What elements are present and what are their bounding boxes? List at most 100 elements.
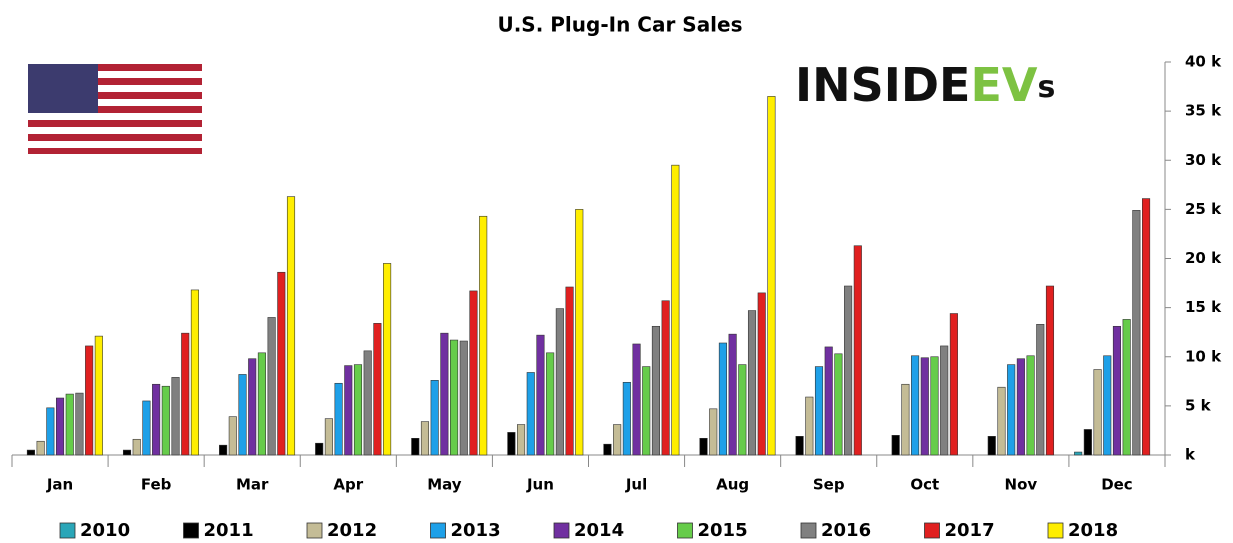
legend-label: 2010: [80, 520, 130, 541]
bar: [911, 355, 920, 456]
bar: [575, 209, 584, 456]
bar: [795, 436, 804, 456]
bar: [718, 342, 727, 456]
bar: [440, 332, 449, 456]
bar: [46, 407, 55, 456]
legend-label: 2011: [204, 520, 254, 541]
bar: [267, 317, 276, 456]
bar: [546, 352, 555, 456]
bar: [344, 365, 353, 456]
bar: [1142, 198, 1151, 456]
bar: [1045, 285, 1055, 456]
bar: [1093, 369, 1102, 456]
bar: [526, 372, 535, 456]
bar: [1007, 364, 1016, 456]
bar: [805, 396, 814, 456]
bar: [642, 366, 651, 456]
legend-label: 2018: [1068, 520, 1118, 541]
bar: [277, 271, 286, 456]
bar: [152, 383, 161, 456]
bar: [661, 300, 670, 456]
bar: [920, 357, 929, 456]
x-tick-label: Oct: [910, 476, 939, 494]
bar: [1036, 324, 1045, 456]
bar: [257, 352, 266, 456]
bar: [632, 343, 641, 456]
bar: [987, 436, 996, 456]
bar: [36, 440, 45, 456]
bar: [1074, 451, 1083, 456]
y-tick-label: 25 k: [1185, 200, 1222, 218]
bar: [536, 334, 545, 456]
bar: [1016, 358, 1025, 456]
legend-label: 2014: [574, 520, 624, 541]
x-tick-label: Jun: [526, 476, 554, 494]
bar: [420, 421, 430, 456]
bar: [613, 424, 622, 456]
bar: [891, 435, 900, 456]
bar: [824, 346, 833, 456]
bar: [171, 377, 180, 456]
bar: [555, 308, 564, 456]
bar: [383, 263, 392, 456]
bar: [248, 358, 257, 456]
bar: [834, 353, 843, 456]
y-tick-label: 10 k: [1185, 347, 1222, 365]
y-tick-label: 40 k: [1185, 53, 1222, 71]
bar: [161, 385, 170, 456]
bar: [651, 325, 660, 456]
bar: [411, 437, 420, 456]
bar: [853, 245, 862, 456]
bar: [238, 374, 247, 456]
bar: [373, 323, 382, 456]
bar: [286, 196, 296, 456]
bar: [1083, 429, 1092, 456]
bar: [315, 442, 324, 456]
legend-swatch: [306, 522, 323, 539]
bar: [517, 424, 526, 456]
legend-label: 2015: [698, 520, 748, 541]
logo: INSIDEEVs: [795, 58, 1055, 112]
bar: [450, 339, 459, 456]
logo-part: EV: [970, 58, 1037, 112]
x-tick-label: May: [427, 476, 462, 494]
y-tick-label: k: [1185, 446, 1196, 464]
bar: [603, 443, 612, 456]
bar: [142, 400, 151, 456]
bar: [709, 408, 718, 456]
bar: [65, 393, 74, 456]
bar: [1132, 210, 1141, 456]
bar: [219, 444, 228, 456]
bar: [430, 380, 439, 456]
legend-swatch: [553, 522, 570, 539]
y-tick-label: 15 k: [1185, 298, 1222, 316]
x-tick-label: Mar: [236, 476, 269, 494]
bar: [949, 313, 958, 456]
x-tick-label: Aug: [716, 476, 749, 494]
x-tick-label: Nov: [1005, 476, 1038, 494]
bar: [479, 215, 488, 456]
bar: [190, 289, 199, 456]
y-tick-label: 30 k: [1185, 151, 1222, 169]
x-tick-label: Jul: [625, 476, 647, 494]
bar: [122, 449, 132, 456]
bar: [334, 382, 343, 456]
x-tick-label: Sep: [813, 476, 845, 494]
bar: [940, 345, 949, 456]
bar: [757, 292, 766, 456]
bar: [85, 345, 94, 456]
x-tick-label: Dec: [1101, 476, 1133, 494]
bar: [55, 397, 65, 456]
bar: [132, 438, 141, 456]
legend-swatch: [59, 522, 76, 539]
bar: [1103, 355, 1112, 456]
bar: [228, 416, 237, 456]
bar: [844, 285, 853, 456]
logo-part: INSIDE: [795, 58, 970, 112]
legend-swatch: [677, 522, 693, 539]
bar: [75, 392, 84, 456]
logo-part: s: [1038, 70, 1056, 105]
bar: [767, 96, 776, 456]
bar: [363, 350, 372, 456]
x-tick-label: Apr: [333, 476, 363, 494]
